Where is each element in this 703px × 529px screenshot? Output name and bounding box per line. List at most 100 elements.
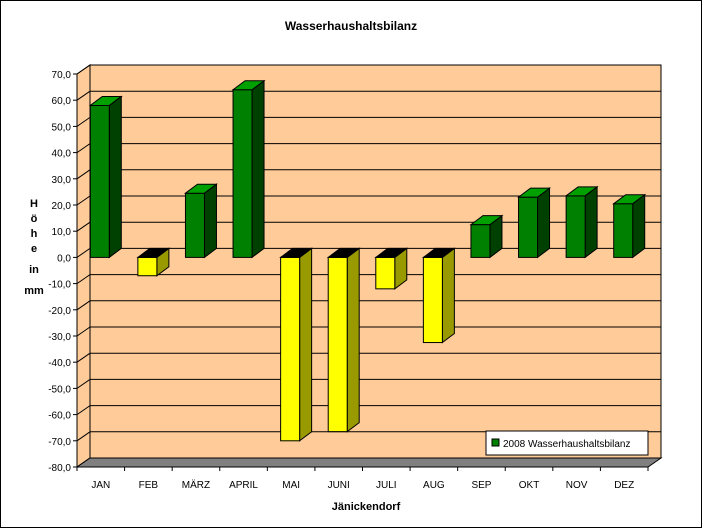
bar-front [232, 89, 253, 258]
bar-top [564, 186, 599, 197]
x-tick-label: MAI [282, 480, 300, 491]
plot-floor [75, 457, 663, 468]
bar-sep [469, 214, 504, 259]
gridline-side [76, 274, 91, 285]
bar-top [183, 183, 218, 194]
bar-dez [612, 193, 647, 259]
bar-side [251, 79, 265, 259]
y-tick-label: -40,0 [48, 358, 71, 369]
bar-top [374, 247, 409, 258]
y-label-line: in [29, 264, 39, 276]
gridline-side [76, 431, 91, 442]
bar-front [137, 256, 158, 277]
y-tick-label: 30,0 [52, 175, 72, 186]
x-axis-ticks: JAN FEB MÄRZ APRIL MAI JUNI JULI AUG SEP OKT NOV DE… [76, 466, 649, 491]
x-tick-label: AUG [423, 480, 445, 491]
bar-top [279, 247, 314, 258]
gridline-side [76, 195, 91, 206]
bar-nov [564, 185, 599, 259]
bar-front [470, 224, 491, 258]
gridline-side [76, 143, 91, 154]
bar-side [108, 95, 122, 259]
bar-front [327, 256, 348, 433]
y-tick-label: 60,0 [52, 96, 72, 107]
x-tick-label: OKT [519, 480, 540, 491]
gridline-side [76, 405, 91, 416]
x-tick-label: JAN [91, 480, 110, 491]
y-tick-label: 0,0 [57, 253, 71, 264]
bar-front [422, 256, 443, 344]
legend-label: 2008 Wasserhaushaltsbilanz [503, 439, 630, 450]
bar-top [326, 247, 361, 258]
bar-front [613, 203, 634, 258]
x-tick-label: JUNI [328, 480, 350, 491]
bar-front [565, 195, 586, 258]
y-tick-label: -50,0 [48, 384, 71, 395]
plot-area [75, 64, 663, 468]
gridline-side [76, 64, 91, 75]
bar-aug [421, 247, 456, 344]
y-label-line: mm [24, 285, 44, 297]
gridline-side [76, 352, 91, 363]
bar-jan [88, 95, 123, 259]
y-tick-label: 70,0 [52, 70, 72, 81]
y-label-line: ö [31, 213, 38, 225]
bar-front [280, 256, 301, 442]
x-tick-label: APRIL [229, 480, 258, 491]
gridline-side [76, 116, 91, 127]
gridline-side [76, 90, 91, 101]
x-axis-label: Jänickendorf [332, 501, 401, 513]
y-label-line: h [31, 228, 38, 240]
bar-top [88, 95, 123, 106]
y-tick-label: -30,0 [48, 332, 71, 343]
y-label-line: e [31, 243, 37, 255]
x-tick-label: JULI [376, 480, 397, 491]
bar-side [632, 193, 646, 259]
y-label-line: H [30, 198, 38, 210]
gridline-side [76, 378, 91, 389]
chart-title: Wasserhaushaltsbilanz [285, 19, 417, 33]
bar-side [346, 247, 360, 433]
y-tick-label: -10,0 [48, 280, 71, 291]
y-tick-label: 40,0 [52, 149, 72, 160]
legend: 2008 Wasserhaushaltsbilanz [485, 430, 649, 456]
y-tick-label: -60,0 [48, 411, 71, 422]
gridline-side [76, 221, 91, 232]
gridline-side [76, 169, 91, 180]
y-tick-label: -70,0 [48, 437, 71, 448]
bar-april [231, 79, 266, 259]
x-tick-label: FEB [139, 480, 159, 491]
bar-juli [374, 247, 409, 290]
y-tick-label: 20,0 [52, 201, 72, 212]
bar-front [184, 192, 205, 258]
bar-top [136, 247, 171, 258]
bar-top [612, 194, 647, 205]
gridline-side [76, 247, 91, 258]
x-tick-label: DEZ [614, 480, 634, 491]
bar-side [537, 187, 551, 259]
bar-front [518, 196, 539, 258]
bar-feb [136, 247, 171, 277]
bar-front [89, 104, 110, 258]
y-tick-label: -80,0 [48, 463, 71, 474]
bar-top [231, 80, 266, 91]
bar-side [299, 247, 313, 442]
legend-box [485, 430, 649, 456]
legend-swatch [491, 438, 500, 447]
bar-juni [326, 247, 361, 433]
gridline-side [76, 300, 91, 311]
y-axis-ticks: 70,0 60,0 50,0 40,0 30,0 20,0 10,0 0,0 -10,0 -20,… [48, 70, 77, 474]
y-tick-label: 10,0 [52, 227, 72, 238]
bar-mai [279, 247, 314, 442]
bar-side [203, 183, 217, 259]
x-tick-label: NOV [566, 480, 588, 491]
x-tick-label: SEP [471, 480, 491, 491]
y-tick-label: 50,0 [52, 122, 72, 133]
y-tick-label: -20,0 [48, 306, 71, 317]
bar-top [517, 187, 552, 198]
bar-top [469, 215, 504, 226]
bar-side [441, 247, 455, 344]
